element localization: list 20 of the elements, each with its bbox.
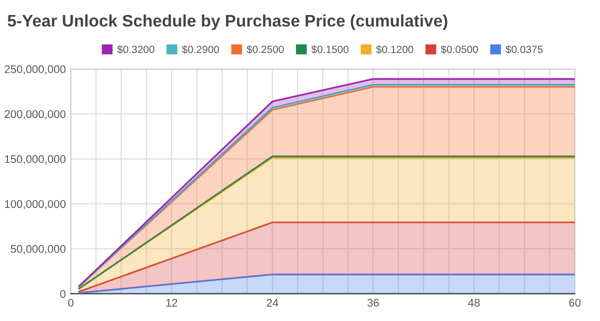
y-tick-label: 150,000,000 [5, 155, 66, 164]
y-tick-label: 50,000,000 [10, 245, 66, 254]
x-tick-label: 24 [266, 298, 278, 307]
x-tick-label: 48 [468, 298, 480, 307]
y-tick-label: 100,000,000 [5, 200, 66, 210]
legend-label: $0.1200 [376, 45, 414, 54]
legend-label: $0.0500 [440, 45, 478, 54]
x-tick-label: 36 [367, 298, 379, 307]
y-tick-label: 0 [60, 290, 66, 298]
legend-label: $0.3200 [117, 45, 154, 54]
legend-label: $0.1500 [311, 45, 349, 54]
y-tick-label: 200,000,000 [4, 110, 66, 120]
x-tick-label: 0 [68, 298, 74, 307]
x-tick-label: 60 [569, 298, 581, 307]
x-tick-label: 12 [166, 298, 178, 307]
y-tick-label: 250,000,000 [4, 65, 66, 74]
chart-title: 5-Year Unlock Schedule by Purchase Price (cumulative) [8, 14, 448, 30]
legend-label: $0.0375 [506, 45, 543, 54]
legend-label: $0.2900 [182, 45, 220, 54]
legend-label: $0.2500 [246, 45, 284, 54]
